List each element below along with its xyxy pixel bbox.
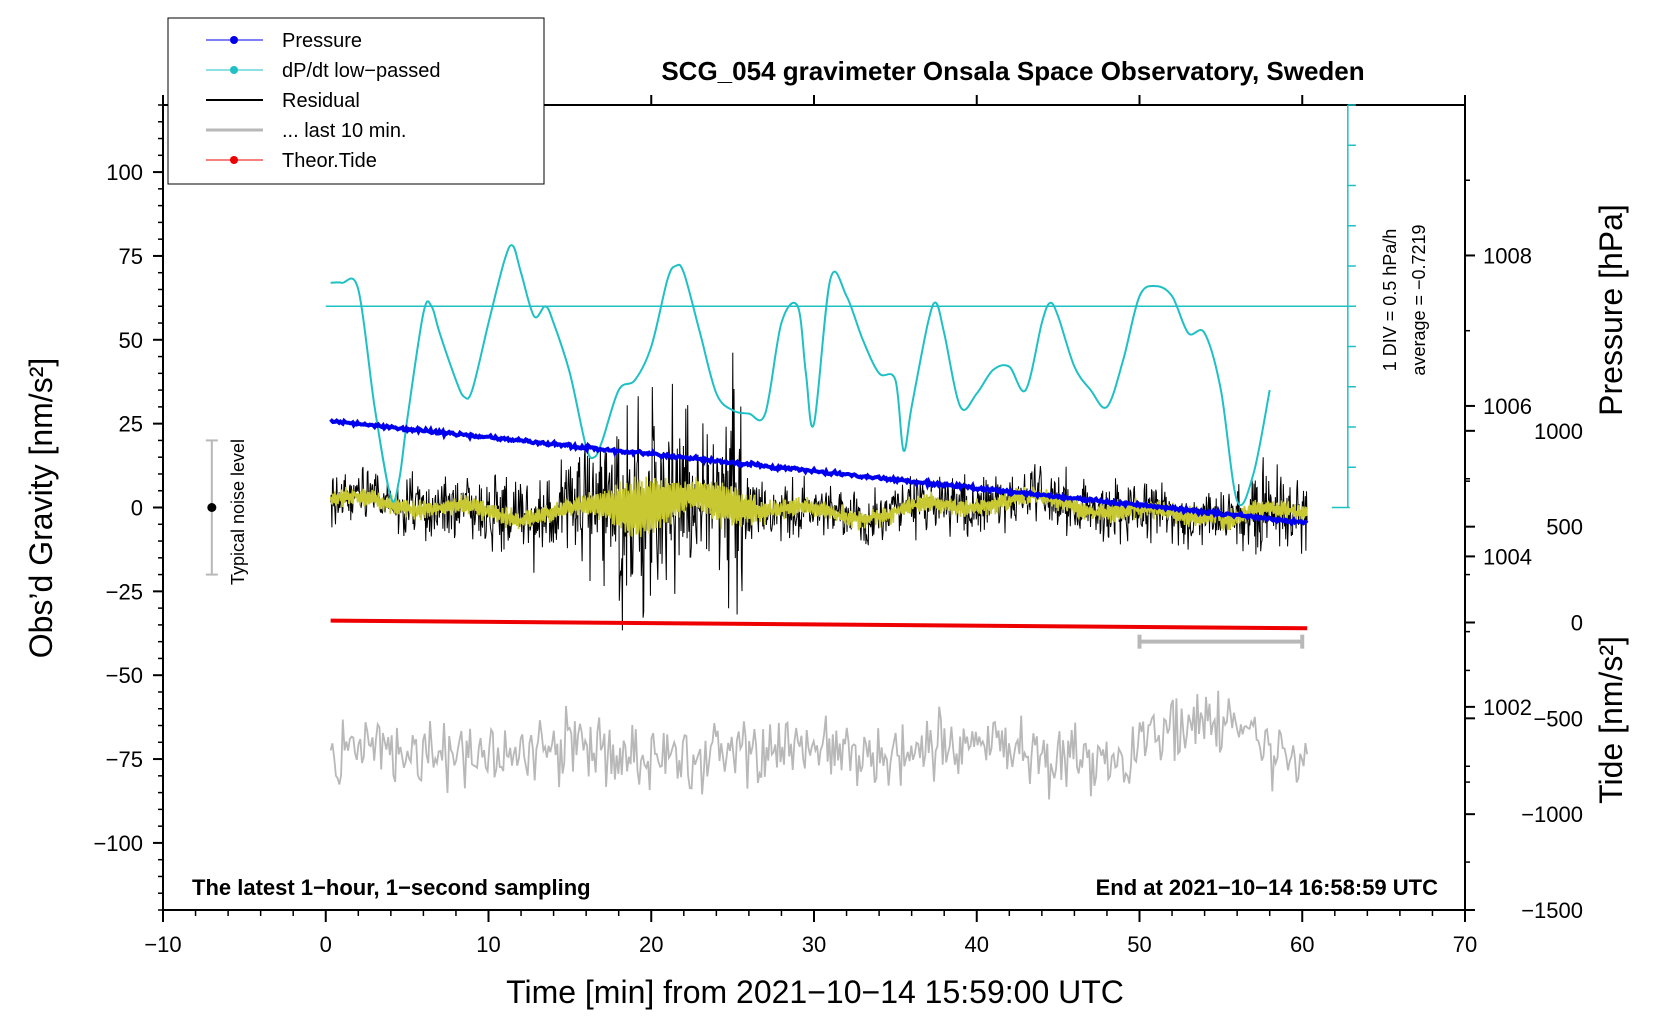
footer-right: End at 2021−10−14 16:58:59 UTC [1096, 875, 1439, 900]
div-label: 1 DIV = 0.5 hPa/h [1380, 229, 1400, 372]
tide-tick-label: 0 [1571, 611, 1583, 636]
tide-tick-label: −1500 [1521, 898, 1583, 923]
x-tick-label: 60 [1290, 932, 1314, 957]
last10-line [329, 690, 1308, 800]
legend-dot-tide [230, 156, 238, 164]
y-axis-pressure: 1008 1006 1004 1002 [1465, 179, 1532, 783]
noise-level-indicator [205, 439, 218, 576]
residual-series [330, 352, 1308, 631]
residual-line [330, 352, 1308, 631]
y-tick-label: −100 [93, 831, 143, 856]
footer-left: The latest 1−hour, 1−second sampling [192, 875, 591, 900]
legend-label-last10: ... last 10 min. [282, 120, 407, 142]
last10-series [329, 690, 1308, 800]
tide-tick-label: −1000 [1521, 802, 1583, 827]
x-tick-label: −10 [144, 932, 181, 957]
x-tick-label: 30 [802, 932, 826, 957]
y-axis-title-pressure: Pressure [hPa] [1593, 204, 1629, 416]
x-tick-label: 20 [639, 932, 663, 957]
last10-marker-bar [1137, 634, 1305, 649]
legend-dot-dpdt [230, 66, 238, 74]
dpdt-line [330, 244, 1271, 507]
pressure-tick-label: 1008 [1483, 243, 1532, 268]
tide-tick-label: 1000 [1534, 419, 1583, 444]
y-axis-title-gravity: Obs’d Gravity [nm/s²] [23, 358, 59, 659]
average-label: average = −0.7219 [1409, 224, 1429, 375]
y-tick-label: 0 [131, 496, 143, 521]
x-tick-label: 50 [1127, 932, 1151, 957]
y-tick-label: 50 [119, 328, 143, 353]
y-tick-label: −75 [106, 747, 143, 772]
x-axis: −10 0 10 20 30 40 50 60 70 [144, 95, 1477, 957]
legend: Pressure dP/dt low−passed Residual ... last… [167, 17, 545, 185]
y-tick-label: 25 [119, 412, 143, 437]
y-tick-label: −25 [106, 579, 143, 604]
x-tick-label: 0 [320, 932, 332, 957]
pressure-tick-label: 1004 [1483, 544, 1532, 569]
pressure-line [329, 417, 1309, 527]
dpdt-div-scale [1331, 104, 1356, 509]
y-tick-label: 100 [106, 160, 143, 185]
legend-label-pressure: Pressure [282, 30, 362, 52]
noise-level-label: Typical noise level [228, 439, 248, 585]
pressure-series [329, 417, 1309, 527]
y-tick-label: −50 [106, 663, 143, 688]
y-axis-title-tide: Tide [nm/s²] [1593, 636, 1629, 804]
x-tick-label: 70 [1453, 932, 1477, 957]
y-axis-gravity: 100 75 50 25 0 −25 −50 −75 −100 [93, 104, 163, 911]
y-tick-label: 75 [119, 244, 143, 269]
tide-series [330, 618, 1308, 631]
legend-dot-pressure [230, 36, 238, 44]
x-tick-label: 40 [965, 932, 989, 957]
tide-line [330, 618, 1308, 631]
x-axis-title: Time [min] from 2021−10−14 15:59:00 UTC [506, 974, 1124, 1010]
x-tick-label: 10 [476, 932, 500, 957]
legend-label-tide: Theor.Tide [282, 150, 377, 172]
tide-tick-label: 500 [1546, 515, 1583, 540]
y-axis-tide: 1000 500 0 −500 −1000 −1500 [1465, 419, 1583, 923]
tide-tick-label: −500 [1533, 706, 1583, 731]
legend-label-dpdt: dP/dt low−passed [282, 60, 440, 82]
dpdt-series [330, 244, 1271, 507]
pressure-tick-label: 1002 [1483, 695, 1532, 720]
noise-center-dot [207, 503, 217, 512]
pressure-tick-label: 1006 [1483, 394, 1532, 419]
chart-title: SCG_054 gravimeter Onsala Space Observat… [661, 56, 1364, 86]
legend-label-residual: Residual [282, 90, 360, 112]
